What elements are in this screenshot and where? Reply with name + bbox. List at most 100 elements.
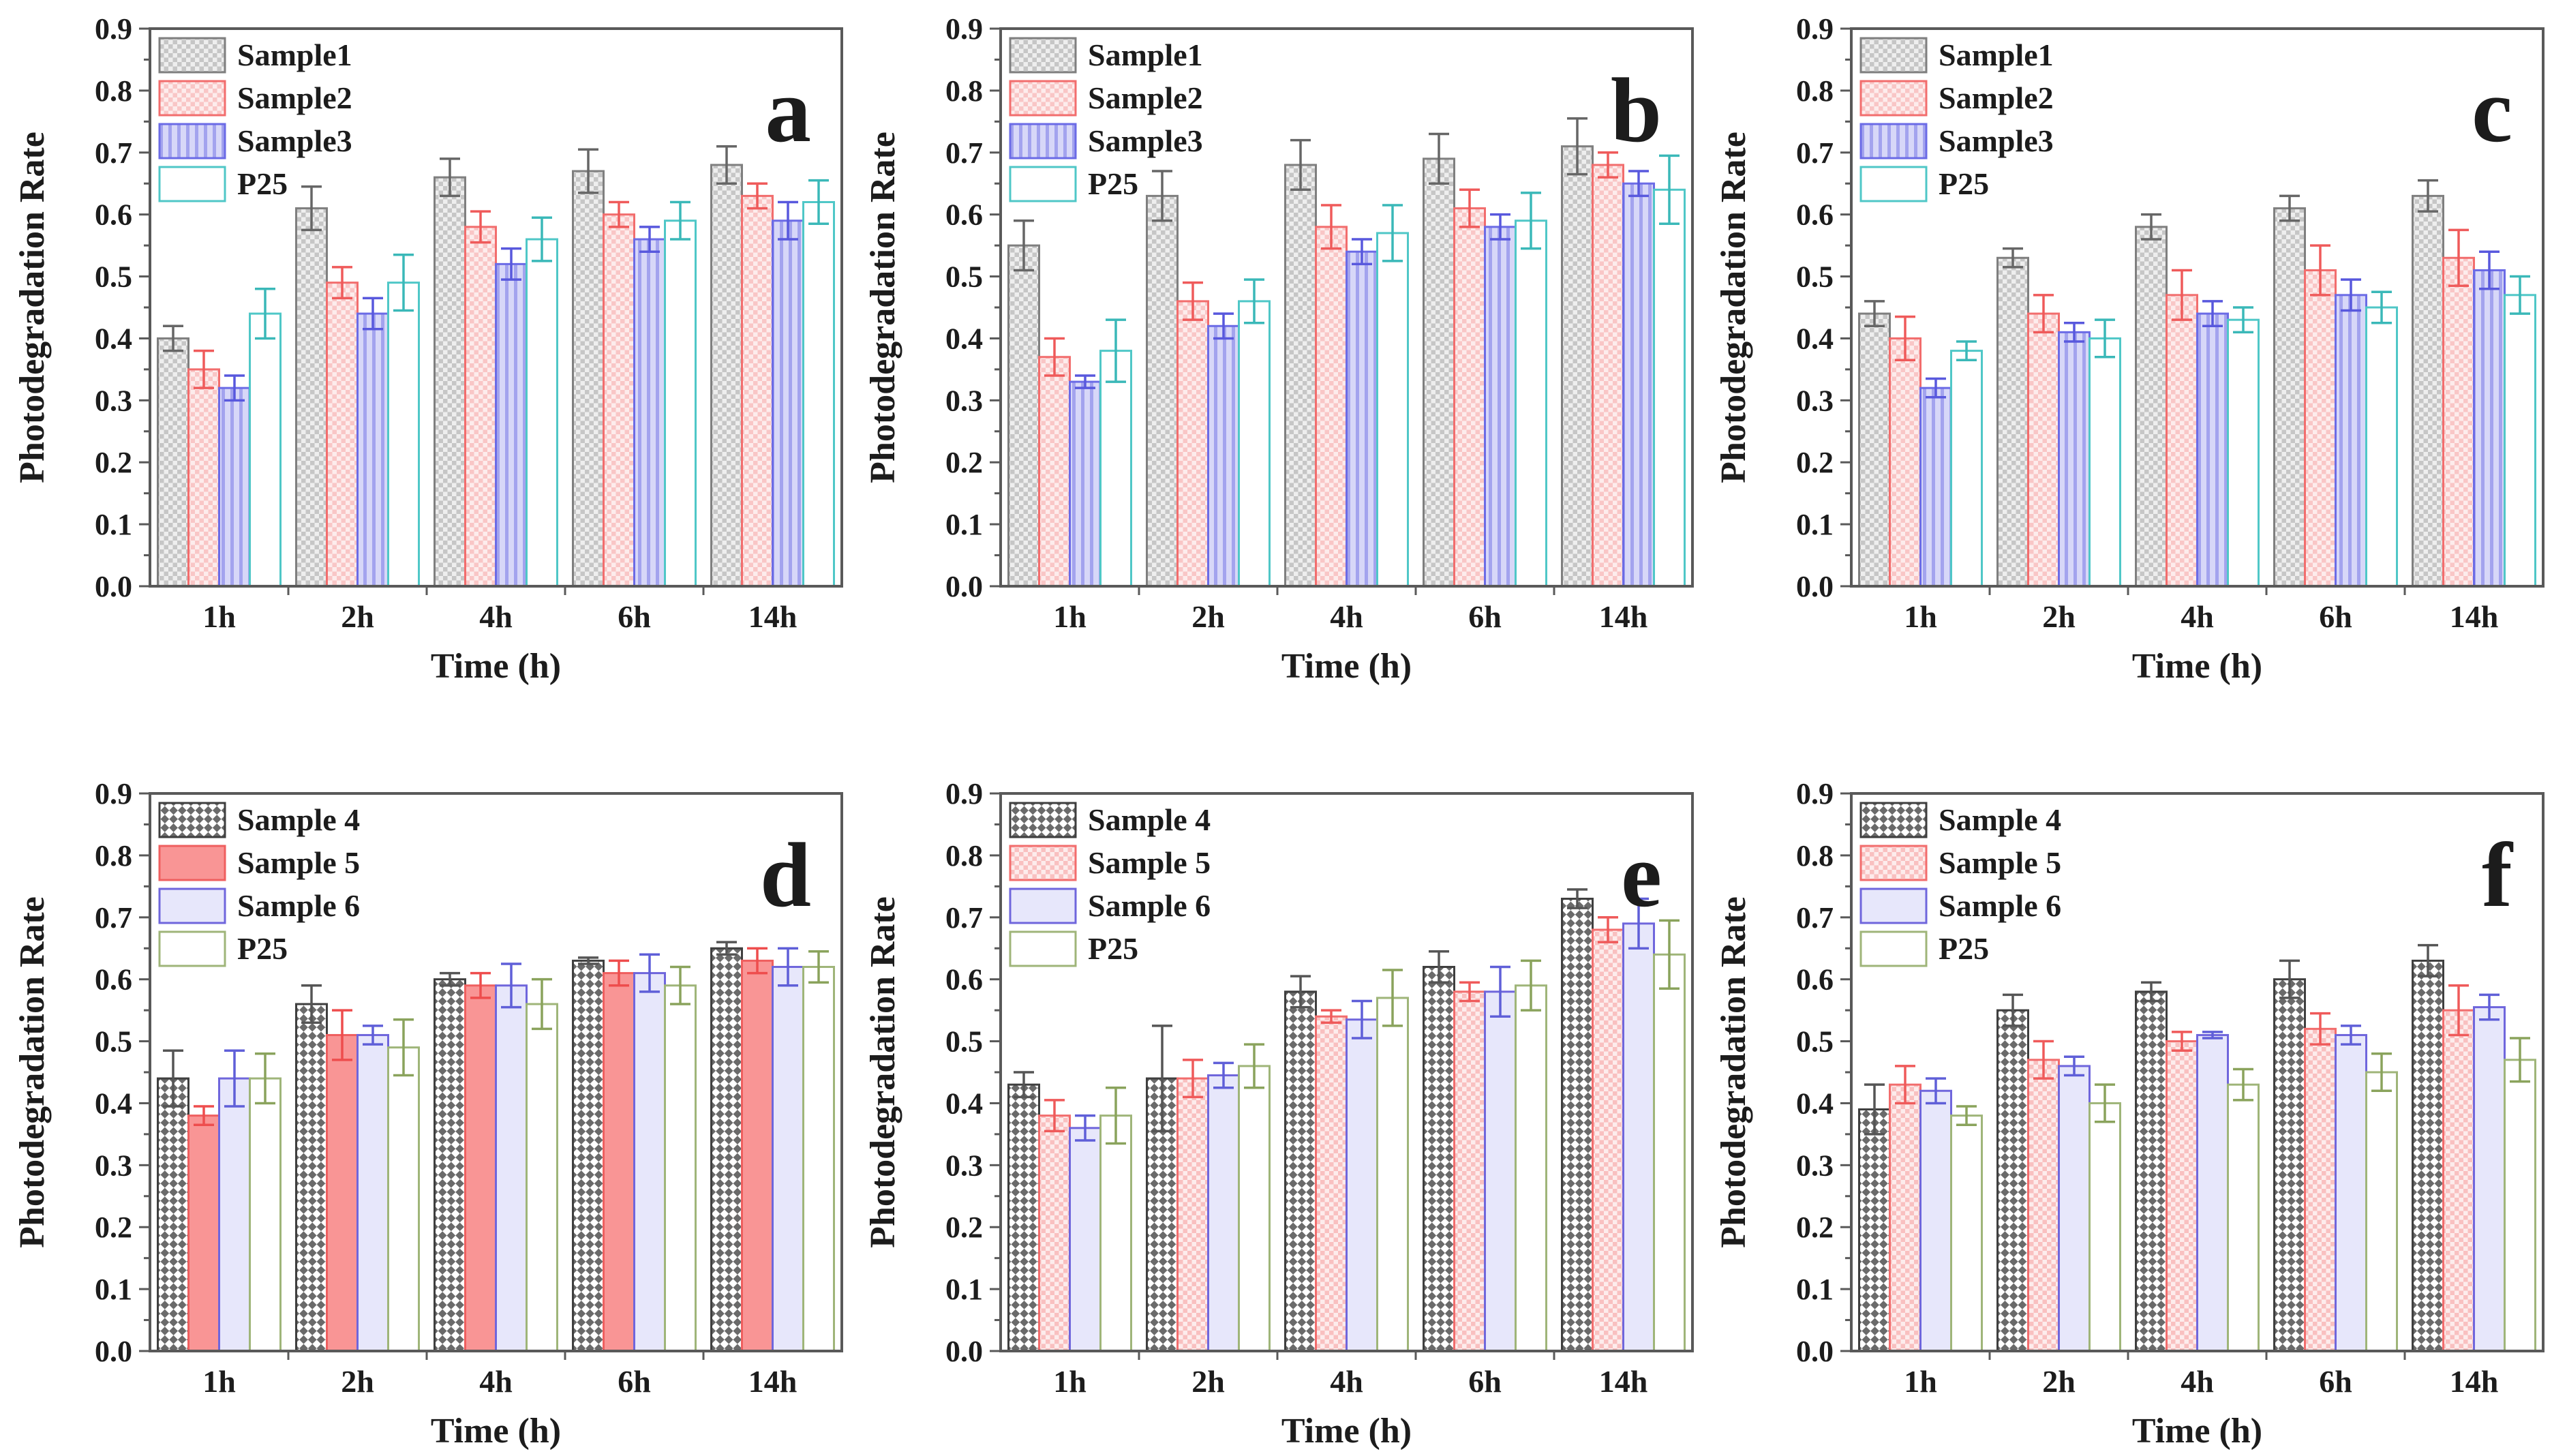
error-bar bbox=[716, 145, 737, 185]
bar-Sample6-4h bbox=[2196, 1033, 2229, 1352]
error-bar bbox=[747, 182, 768, 210]
y-tick-label: 0.7 bbox=[1796, 136, 1834, 170]
error-bar bbox=[1659, 919, 1680, 990]
legend-swatch-Sample4 bbox=[1859, 802, 1928, 838]
axes: 0.0 0.1 0.2 0.3 0.4 0.5 0.6 0.7 0.8 0.9 1h 2h 4h 6h 14… bbox=[945, 12, 1647, 634]
error-bar bbox=[2233, 306, 2253, 334]
error-bar bbox=[2279, 194, 2300, 222]
x-axis-title: Time (h) bbox=[2132, 1412, 2262, 1451]
y-tick-label: 0.1 bbox=[1796, 1273, 1834, 1306]
bar-Sample1-14h bbox=[710, 164, 743, 588]
bar-Sample6-14h bbox=[1622, 922, 1655, 1352]
error-bar bbox=[1521, 959, 1541, 1012]
legend-swatch-Sample3 bbox=[158, 123, 226, 160]
error-bar bbox=[1244, 1043, 1264, 1089]
error-bar bbox=[224, 1049, 245, 1108]
chart-panel-b: 0.0 0.1 0.2 0.3 0.4 0.5 0.6 0.7 0.8 0.9 1h 2h 4h 6h 14… bbox=[851, 0, 1701, 728]
bar-Sample2-4h bbox=[2166, 294, 2198, 588]
legend-label: Sample3 bbox=[1088, 123, 1203, 158]
error-bar bbox=[1459, 188, 1480, 228]
bar-Sample6-4h bbox=[1346, 1018, 1378, 1352]
error-bar bbox=[1075, 374, 1095, 389]
y-tick-label: 0.7 bbox=[945, 901, 983, 935]
bar-P25-2h bbox=[387, 1046, 420, 1352]
bar-Sample5-14h bbox=[2442, 1009, 2475, 1352]
legend-item: Sample3 bbox=[158, 123, 352, 160]
x-axis-title: Time (h) bbox=[431, 1412, 561, 1451]
axes: 0.0 0.1 0.2 0.3 0.4 0.5 0.6 0.7 0.8 0.9 1h 2h 4h 6h 14… bbox=[1796, 777, 2498, 1399]
bar-Sample4-6h bbox=[1423, 965, 1455, 1352]
error-bar bbox=[1864, 300, 1885, 328]
legend-label: P25 bbox=[1939, 931, 1989, 966]
error-bar bbox=[363, 297, 383, 331]
x-category-label: 4h bbox=[1330, 1364, 1363, 1399]
chart-a: 0.0 0.1 0.2 0.3 0.4 0.5 0.6 0.7 0.8 0.9 1h 2h 4h 6h 14… bbox=[13, 12, 843, 686]
bar-Sample3-1h bbox=[218, 386, 251, 588]
x-category-label: 2h bbox=[1191, 599, 1225, 634]
bar-Sample6-6h bbox=[633, 972, 666, 1352]
bar-Sample6-14h bbox=[2473, 1006, 2506, 1352]
legend-item: Sample 4 bbox=[1859, 802, 2061, 838]
bar-Sample3-2h bbox=[2058, 331, 2091, 588]
bar-Sample6-14h bbox=[772, 965, 804, 1352]
bars bbox=[1858, 943, 2536, 1352]
bar-P25-14h bbox=[1653, 188, 1686, 588]
legend-label: Sample 5 bbox=[1088, 845, 1211, 880]
bars bbox=[1858, 179, 2536, 588]
x-category-label: 1h bbox=[1053, 599, 1087, 634]
legend-item: Sample2 bbox=[1859, 80, 2054, 117]
legend-item: P25 bbox=[158, 166, 288, 202]
bar-P25-2h bbox=[2088, 337, 2121, 588]
legend-item: Sample 4 bbox=[158, 802, 360, 838]
bar-Sample4-14h bbox=[2412, 959, 2444, 1352]
bar-Sample2-14h bbox=[741, 194, 774, 588]
error-bar bbox=[1044, 1099, 1065, 1133]
legend-item: Sample 4 bbox=[1009, 802, 1211, 838]
y-tick-label: 0.8 bbox=[95, 74, 132, 108]
error-bar bbox=[332, 1009, 352, 1061]
bar-Sample5-1h bbox=[1038, 1114, 1071, 1352]
y-tick-label: 0.5 bbox=[95, 1025, 132, 1059]
error-bar bbox=[1213, 312, 1234, 340]
legend: Sample 4 Sample 5 Sample 6 P25 bbox=[1009, 802, 1211, 967]
bar-Sample1-2h bbox=[1146, 194, 1179, 588]
legend: Sample 4 Sample 5 Sample 6 P25 bbox=[158, 802, 360, 967]
error-bar bbox=[440, 157, 460, 198]
y-axis-title: Photodegradation Rate bbox=[864, 896, 902, 1248]
legend-swatch-Sample3 bbox=[1009, 123, 1077, 160]
bar-Sample2-6h bbox=[603, 213, 635, 588]
y-tick-label: 0.0 bbox=[1796, 1335, 1834, 1368]
y-tick-label: 0.8 bbox=[95, 839, 132, 873]
legend: Sample 4 Sample 5 Sample 6 P25 bbox=[1859, 802, 2061, 967]
error-bar bbox=[470, 210, 491, 244]
y-tick-label: 0.5 bbox=[945, 1025, 983, 1059]
bar-Sample2-6h bbox=[1453, 207, 1486, 588]
y-axis-title: Photodegradation Rate bbox=[13, 132, 52, 483]
error-bar bbox=[2341, 1025, 2361, 1046]
error-bar bbox=[2418, 179, 2438, 213]
y-tick-label: 0.5 bbox=[945, 260, 983, 294]
error-bar bbox=[2310, 244, 2330, 297]
y-tick-label: 0.6 bbox=[1796, 198, 1834, 232]
x-category-label: 14h bbox=[748, 1364, 798, 1399]
error-bar bbox=[1521, 192, 1541, 250]
error-bar bbox=[2310, 1012, 2330, 1046]
axes: 0.0 0.1 0.2 0.3 0.4 0.5 0.6 0.7 0.8 0.9 1h 2h 4h 6h 14… bbox=[1796, 12, 2498, 634]
bar-P25-14h bbox=[802, 200, 835, 588]
error-bar bbox=[301, 185, 322, 232]
error-bar bbox=[639, 953, 660, 993]
error-bar bbox=[1895, 1065, 1915, 1105]
legend-item: Sample2 bbox=[1009, 80, 1203, 117]
y-tick-label: 0.7 bbox=[95, 901, 132, 935]
x-category-label: 2h bbox=[2042, 599, 2076, 634]
error-bar bbox=[1567, 888, 1588, 909]
error-bar bbox=[163, 324, 183, 352]
legend-item: Sample1 bbox=[1009, 37, 1203, 74]
y-tick-label: 0.2 bbox=[95, 446, 132, 479]
bar-Sample3-1h bbox=[1069, 380, 1102, 588]
bar-Sample4-14h bbox=[710, 947, 743, 1352]
bar-Sample6-4h bbox=[495, 984, 528, 1352]
error-bar bbox=[1895, 315, 1915, 362]
legend-item: Sample 5 bbox=[1859, 845, 2061, 881]
error-bar bbox=[747, 947, 768, 975]
